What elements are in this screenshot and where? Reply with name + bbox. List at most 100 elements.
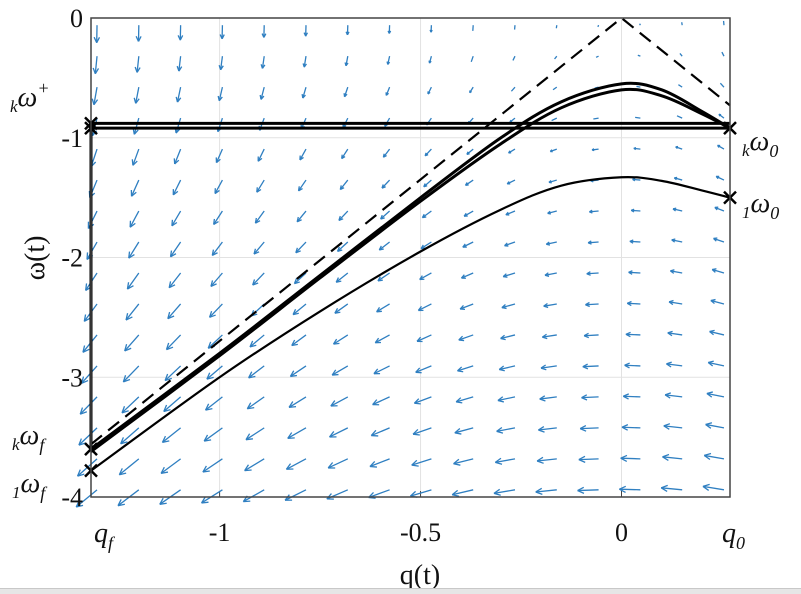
arrow-head (536, 492, 543, 494)
arrow-shaft (722, 52, 724, 56)
arrow-head (378, 280, 383, 281)
arrow-head (542, 337, 547, 339)
field-arrow (297, 211, 306, 222)
annotation-suffix: f (108, 533, 116, 553)
arrow-shaft (623, 396, 640, 397)
arrow-shaft (285, 490, 306, 500)
field-arrow (454, 459, 474, 465)
field-arrow (471, 56, 473, 62)
arrow-head (379, 249, 383, 250)
field-arrow (550, 149, 557, 152)
field-arrow (720, 83, 724, 87)
field-arrow (245, 459, 265, 471)
field-arrow (413, 428, 431, 435)
field-arrow (452, 490, 473, 496)
field-arrow (544, 303, 557, 307)
field-arrow (580, 426, 598, 432)
arrow-shaft (162, 428, 180, 443)
annotation-1-omega-0: 1ω0 (742, 188, 779, 223)
arrow-head (332, 375, 338, 376)
field-arrow (636, 86, 640, 87)
field-arrow (503, 273, 515, 277)
annotation-suffix: f (39, 435, 47, 455)
field-arrow (674, 177, 682, 180)
field-arrow (327, 490, 348, 499)
field-arrow (338, 242, 348, 251)
arrow-head (546, 244, 550, 245)
field-arrow (670, 270, 682, 274)
arrow-head (455, 433, 462, 434)
field-arrow (545, 273, 557, 277)
arrow-shaft (680, 53, 682, 56)
field-arrow (383, 149, 389, 157)
annotation-symbol: ω (18, 82, 38, 113)
field-arrow (459, 335, 473, 341)
field-arrow (339, 211, 348, 220)
field-arrow (258, 149, 264, 161)
field-arrow (171, 242, 181, 257)
field-arrow (332, 366, 348, 375)
arrow-shaft (296, 242, 306, 253)
arrow-shaft (513, 56, 515, 60)
field-arrow (511, 87, 515, 91)
field-arrow (211, 273, 222, 286)
arrow-head (666, 362, 671, 364)
field-arrow (136, 25, 141, 41)
annotation-1-omega-f: 1ωf (12, 468, 48, 503)
field-arrow (592, 149, 599, 151)
arrow-head (538, 430, 544, 432)
field-arrow (168, 304, 181, 319)
field-arrow (255, 211, 264, 223)
annotation-symbol: q (722, 518, 736, 549)
arrow-head (719, 114, 720, 116)
field-arrow (711, 300, 724, 304)
field-arrow (498, 397, 515, 402)
field-arrow (502, 304, 515, 308)
field-arrow (585, 303, 598, 307)
annotation-suffix: f (40, 483, 48, 503)
field-arrow (430, 25, 432, 32)
arrow-shaft (381, 211, 390, 219)
arrow-head (289, 407, 296, 408)
field-arrow (93, 56, 98, 74)
field-arrow (456, 397, 473, 403)
arrow-head (412, 465, 419, 466)
field-arrow (330, 428, 348, 437)
field-arrow (388, 25, 391, 33)
field-arrow (664, 424, 682, 430)
arrow-shaft (210, 304, 223, 317)
field-arrow (290, 366, 306, 377)
arrow-head (537, 461, 544, 463)
field-arrow (708, 361, 724, 366)
arrow-head (422, 217, 426, 218)
arrow-shaft (125, 335, 139, 351)
field-arrow (218, 87, 222, 101)
field-arrow (587, 272, 599, 276)
arrow-head (134, 98, 135, 104)
field-arrow (583, 364, 599, 369)
field-arrow (425, 149, 431, 156)
arrow-head (413, 434, 420, 435)
field-arrow (125, 335, 139, 351)
field-arrow (345, 56, 348, 66)
arrow-head (540, 399, 546, 401)
arrow-shaft (471, 56, 473, 62)
field-arrow (331, 397, 348, 406)
annotation-k-omega-f: kωf (12, 420, 47, 455)
field-arrow (507, 180, 515, 184)
arrow-shaft (289, 397, 306, 408)
field-arrow (619, 486, 640, 492)
field-arrow (669, 301, 682, 305)
field-arrow (173, 180, 180, 195)
field-arrow (703, 484, 724, 490)
field-arrow (463, 242, 473, 247)
window-bottom-edge (0, 588, 801, 594)
arrow-head (246, 439, 253, 440)
arrow-head (707, 392, 713, 394)
annotation-suffix: 0 (769, 141, 778, 161)
field-arrow (495, 458, 515, 464)
annotation-symbol: ω (20, 420, 40, 451)
field-arrow (127, 273, 138, 289)
x-tick-label: -0.5 (400, 518, 441, 547)
arrow-head (706, 423, 712, 425)
